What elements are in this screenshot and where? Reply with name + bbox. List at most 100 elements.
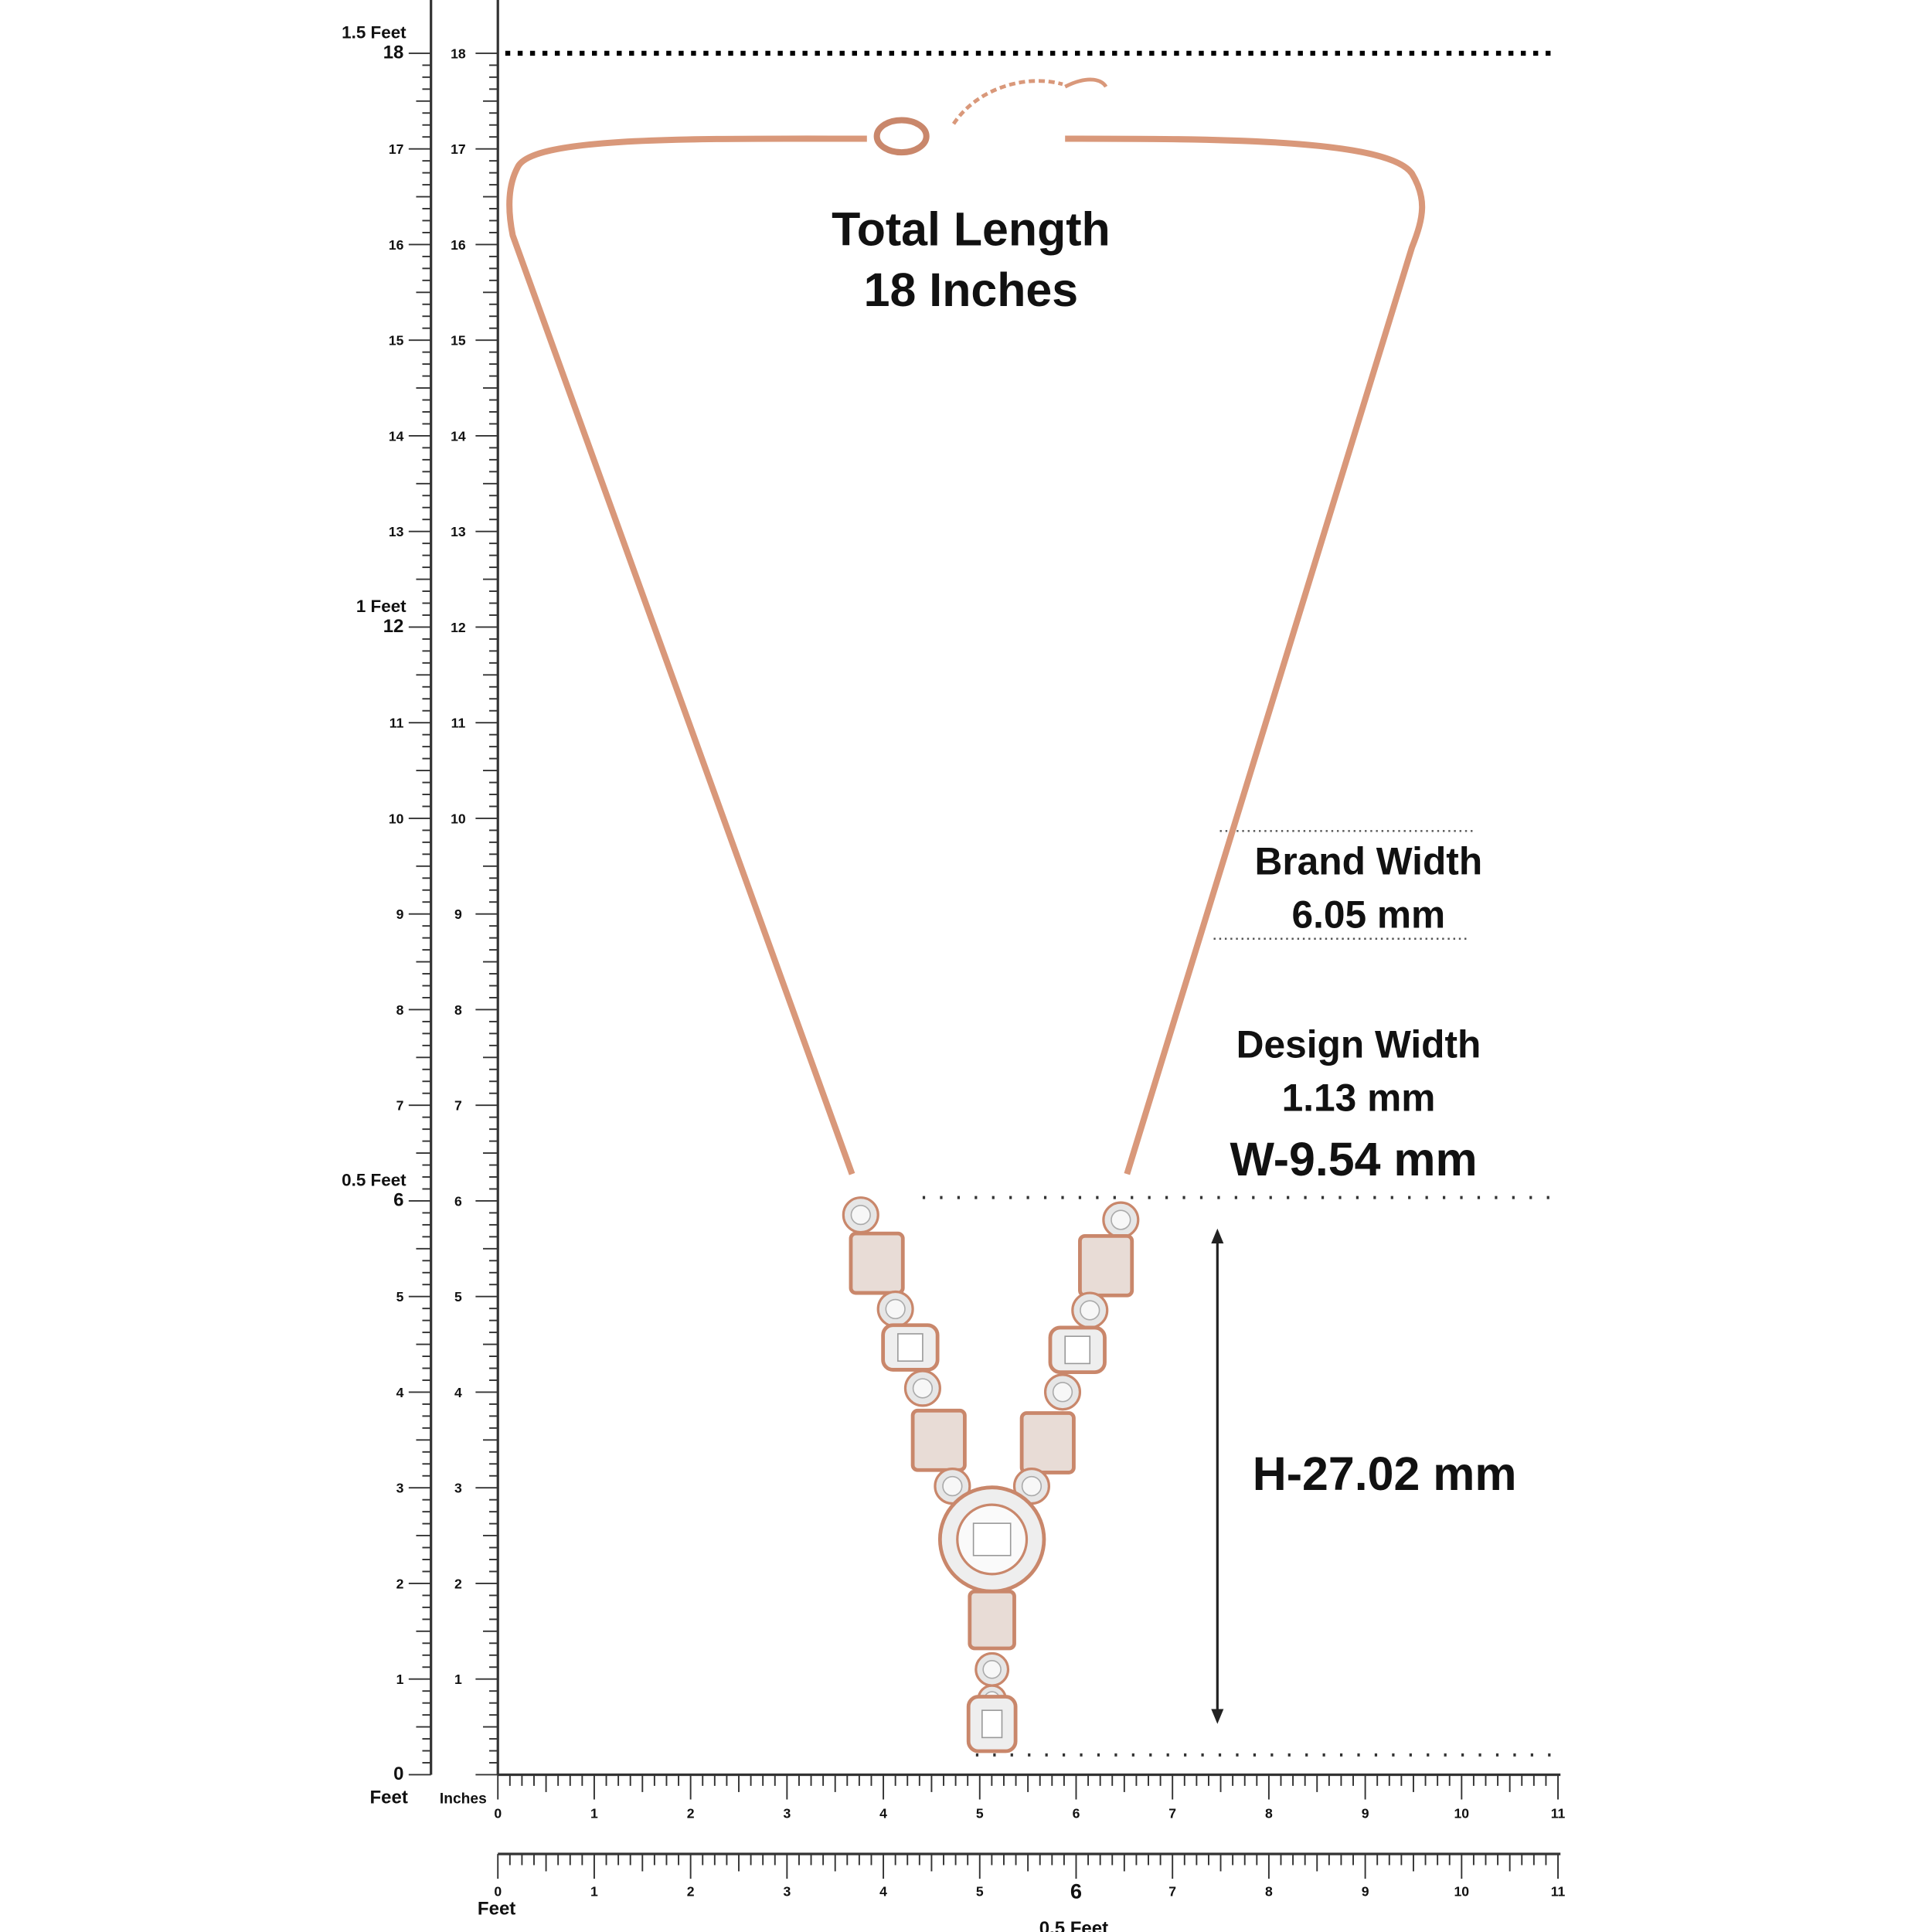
ruler-label: 4 [396,1385,404,1400]
ruler-label: 2 [687,1806,695,1821]
feet-label: Feet [478,1899,515,1920]
annotation: Brand Width [1254,839,1482,883]
clasp [873,117,930,156]
feet-label: 0.5 Feet [1039,1918,1108,1932]
annotation: 18 Inches [864,264,1078,316]
ruler-label: 14 [451,428,466,444]
ruler-label: 5 [976,1884,984,1900]
annotation: 6.05 mm [1291,893,1445,936]
ruler-label: 6 [454,1193,462,1209]
annotation: W-9.54 mm [1230,1133,1478,1185]
ruler-label: 13 [451,524,466,539]
ruler-label: 17 [451,141,466,157]
stone [942,1475,963,1497]
ruler-label: 15 [389,333,404,349]
ruler-label: 11 [1551,1884,1566,1900]
stone [912,1378,934,1399]
feet-label: Feet [370,1787,408,1808]
shell [1078,1233,1134,1298]
stone [850,1204,871,1226]
stone [1021,1475,1043,1497]
ruler-label: 4 [454,1385,462,1400]
ruler-label: 9 [1362,1806,1369,1821]
stone [1080,1300,1100,1321]
shell [849,1231,905,1295]
ruler-label: 7 [1168,1806,1176,1821]
stone [885,1298,906,1320]
ruler-label: 7 [396,1098,404,1114]
ruler-label: 8 [454,1002,462,1018]
unit-label: Inches [440,1791,487,1807]
feet-label: 1 Feet [356,597,406,616]
shell [1019,1411,1076,1475]
ruler-label: 3 [783,1806,791,1821]
ruler-label: 0 [393,1764,403,1784]
stone [1111,1209,1131,1230]
ruler-label: 1 [590,1806,598,1821]
ruler-label: 5 [976,1806,984,1821]
ruler-label: 1 [454,1672,462,1687]
ruler-label: 12 [451,620,466,635]
ruler-label: 3 [783,1884,791,1900]
annotation: Design Width [1236,1023,1481,1066]
ruler-label: 10 [1454,1884,1470,1900]
ruler-label: 9 [1362,1884,1369,1900]
ruler-label: 17 [389,141,404,157]
pendant [842,1196,1140,1753]
ruler-label: 16 [451,237,466,253]
baguette [972,1522,1012,1556]
baguette [981,1709,1003,1739]
ruler-label: 11 [451,716,466,731]
ruler-label: 4 [879,1806,887,1821]
ruler-label: 6 [393,1189,403,1210]
feet-label: 1.5 Feet [342,23,406,43]
ruler-label: 12 [383,616,404,637]
height-arrow [1211,1228,1224,1724]
ruler-label: 14 [389,428,404,444]
ruler-label: 11 [1551,1806,1566,1821]
ruler-label: 0 [494,1806,502,1821]
ruler-label: 2 [396,1576,404,1591]
ruler-label: 8 [396,1002,404,1018]
ruler-label: 7 [1168,1884,1176,1900]
annotation: 1.13 mm [1282,1077,1436,1120]
ruler-label: 5 [396,1289,404,1304]
ruler-label: 10 [451,811,466,826]
ruler-label: 5 [454,1289,462,1304]
annotation: Total Length [832,202,1111,255]
ruler-label: 18 [383,42,404,63]
ruler-label: 18 [451,46,466,61]
ruler-label: 10 [389,811,404,826]
ruler-label: 9 [396,906,404,922]
ruler-label: 2 [687,1884,695,1900]
ruler-label: 16 [389,237,404,253]
ruler-label: 3 [454,1481,462,1496]
ruler-label: 6 [1070,1879,1082,1903]
ruler-label: 9 [454,906,462,922]
ruler-label: 0 [494,1884,502,1900]
ruler-label: 1 [590,1884,598,1900]
ruler-label: 2 [454,1576,462,1591]
annotation: H-27.02 mm [1253,1447,1517,1500]
ruler-label: 1 [396,1672,404,1687]
baguette [1064,1335,1091,1365]
ruler-label: 8 [1265,1806,1273,1821]
ruler-label: 10 [1454,1806,1470,1821]
ruler-label: 8 [1265,1884,1273,1900]
stone [1052,1382,1073,1403]
necklace-chain [506,77,1426,1175]
ruler-label: 7 [454,1098,462,1114]
ruler-label: 13 [389,524,404,539]
ruler-label: 15 [451,333,466,349]
ruler-label: 3 [396,1481,404,1496]
ruler-label: 6 [1073,1806,1080,1821]
shell [968,1589,1016,1651]
shell [910,1408,967,1472]
feet-label: 0.5 Feet [342,1171,406,1190]
ruler-label: 4 [879,1884,887,1900]
stone [982,1659,1002,1679]
baguette [897,1333,923,1362]
ruler-label: 11 [389,716,404,731]
